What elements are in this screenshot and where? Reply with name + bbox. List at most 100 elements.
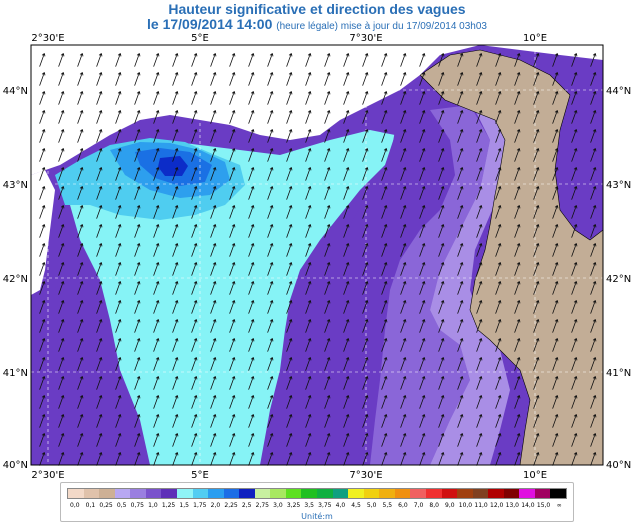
wave-arrow bbox=[248, 357, 255, 371]
lon-label-bottom-3: 10°E bbox=[523, 470, 547, 481]
wave-arrow bbox=[533, 338, 540, 352]
wave-arrow bbox=[153, 395, 160, 409]
wave-arrow bbox=[96, 262, 103, 276]
wave-arrow bbox=[419, 243, 426, 257]
wave-arrow bbox=[419, 376, 426, 390]
wave-arrow bbox=[457, 300, 464, 314]
wave-arrow bbox=[39, 319, 46, 333]
wave-arrow bbox=[495, 110, 502, 124]
wave-arrow bbox=[571, 53, 578, 67]
wave-arrow bbox=[400, 167, 407, 181]
wave-arrow bbox=[324, 148, 331, 162]
wave-arrow bbox=[571, 148, 578, 162]
legend-tick: 1,5 bbox=[179, 502, 189, 509]
wave-arrow bbox=[172, 338, 179, 352]
wave-arrow bbox=[495, 167, 502, 181]
wave-arrow bbox=[495, 357, 502, 371]
wave-arrow bbox=[552, 53, 559, 67]
wave-arrow bbox=[400, 452, 407, 466]
wave-arrow bbox=[115, 148, 122, 162]
wave-arrow bbox=[134, 338, 141, 352]
wave-arrow bbox=[39, 167, 46, 181]
wave-arrow bbox=[248, 433, 255, 447]
wave-arrow bbox=[134, 452, 141, 466]
wave-arrow bbox=[381, 224, 388, 238]
wave-arrow bbox=[286, 319, 293, 333]
wave-arrow bbox=[476, 281, 483, 295]
zone-2-5m bbox=[158, 156, 188, 176]
wave-arrow bbox=[191, 224, 198, 238]
wave-arrow bbox=[476, 53, 483, 67]
legend-tick: 11,0 bbox=[474, 502, 488, 509]
zone-1-0m-east bbox=[370, 105, 490, 465]
wave-arrow bbox=[514, 110, 521, 124]
lat-label-right-0: 44°N bbox=[606, 86, 631, 97]
wave-arrow bbox=[267, 395, 274, 409]
wave-arrow bbox=[305, 300, 312, 314]
wave-arrow bbox=[533, 110, 540, 124]
wave-arrow bbox=[400, 148, 407, 162]
wave-arrow bbox=[362, 414, 369, 428]
wave-arrow bbox=[343, 262, 350, 276]
wave-arrow bbox=[172, 395, 179, 409]
wave-arrow bbox=[590, 338, 597, 352]
forecast-datetime: le 17/09/2014 14:00 bbox=[147, 16, 273, 32]
wave-arrow bbox=[457, 243, 464, 257]
wave-arrow bbox=[438, 376, 445, 390]
wave-arrow bbox=[39, 433, 46, 447]
legend-swatch bbox=[379, 489, 395, 498]
wave-arrow bbox=[495, 53, 502, 67]
wave-arrow bbox=[571, 281, 578, 295]
wave-arrow bbox=[229, 262, 236, 276]
legend-tick: 1,0 bbox=[148, 502, 158, 509]
wave-arrow bbox=[438, 357, 445, 371]
wave-arrow bbox=[590, 319, 597, 333]
wave-arrow bbox=[58, 110, 65, 124]
wave-arrow bbox=[229, 376, 236, 390]
wave-arrow bbox=[115, 167, 122, 181]
wave-arrow bbox=[134, 53, 141, 67]
wave-arrow bbox=[39, 224, 46, 238]
wave-arrow bbox=[191, 433, 198, 447]
wave-arrow bbox=[514, 167, 521, 181]
wave-arrow bbox=[229, 414, 236, 428]
wave-arrow bbox=[191, 186, 198, 200]
wave-arrow bbox=[457, 452, 464, 466]
wave-arrow bbox=[172, 376, 179, 390]
wave-arrow bbox=[457, 338, 464, 352]
wave-arrow bbox=[438, 148, 445, 162]
wave-arrow bbox=[286, 452, 293, 466]
wave-arrow bbox=[400, 72, 407, 86]
wave-arrow bbox=[115, 414, 122, 428]
wave-arrow bbox=[438, 433, 445, 447]
wave-arrow bbox=[77, 376, 84, 390]
wave-arrow bbox=[343, 452, 350, 466]
wave-arrow bbox=[248, 452, 255, 466]
wave-arrow bbox=[552, 319, 559, 333]
legend-swatch bbox=[425, 489, 442, 498]
lon-label-top-1: 5°E bbox=[191, 33, 209, 44]
wave-arrow bbox=[134, 243, 141, 257]
wave-arrow bbox=[571, 338, 578, 352]
wave-arrow bbox=[533, 53, 540, 67]
wave-arrow bbox=[514, 452, 521, 466]
wave-arrow bbox=[134, 376, 141, 390]
wave-arrow bbox=[39, 376, 46, 390]
wave-arrow bbox=[457, 129, 464, 143]
wave-arrow bbox=[96, 357, 103, 371]
wave-arrow bbox=[533, 319, 540, 333]
wave-arrow bbox=[457, 148, 464, 162]
wave-arrow bbox=[153, 300, 160, 314]
wave-arrow bbox=[115, 300, 122, 314]
wave-arrow bbox=[552, 262, 559, 276]
wave-arrow bbox=[305, 186, 312, 200]
wave-arrow bbox=[552, 91, 559, 105]
wave-arrow bbox=[248, 319, 255, 333]
wave-arrow bbox=[552, 72, 559, 86]
wave-arrow bbox=[400, 319, 407, 333]
wave-arrow bbox=[77, 433, 84, 447]
wave-arrow bbox=[438, 319, 445, 333]
wave-arrow bbox=[514, 281, 521, 295]
lon-label-bottom-1: 5°E bbox=[191, 470, 209, 481]
